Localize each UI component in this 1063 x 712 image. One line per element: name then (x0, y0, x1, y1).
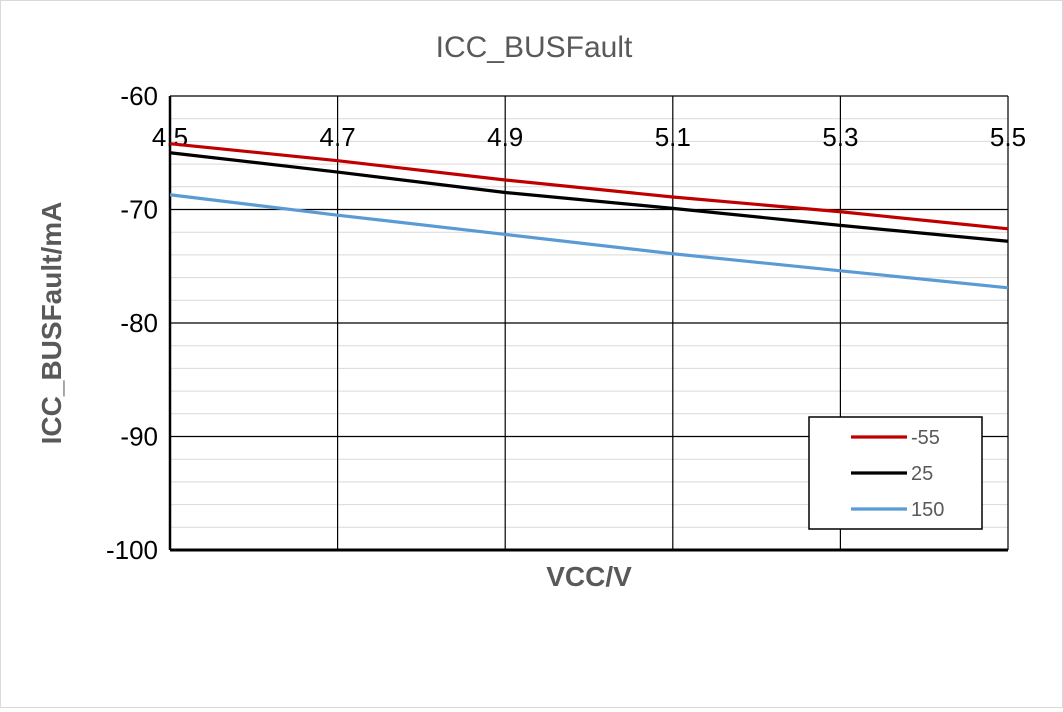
x-tick-label: 4.5 (152, 122, 188, 152)
x-tick-label: 5.5 (990, 122, 1026, 152)
x-tick-label: 4.7 (320, 122, 356, 152)
legend-label: 25 (911, 463, 933, 485)
y-tick-label: -90 (120, 422, 158, 452)
series-line (169, 193, 1009, 290)
y-tick-label: -70 (120, 195, 158, 225)
series-line (169, 151, 1009, 243)
y-tick-label: -100 (106, 535, 158, 565)
x-tick-label: 5.1 (655, 122, 691, 152)
x-tick-label: 5.3 (822, 122, 858, 152)
y-tick-labels: -60 -70 -80 -90 -100 (106, 81, 158, 565)
legend-label: -55 (911, 427, 940, 449)
minor-gridlines (170, 118, 1008, 528)
legend: -55 25 150 (808, 416, 983, 530)
x-tick-label: 4.9 (487, 122, 523, 152)
y-axis-label: ICC_BUSFault/mA (36, 202, 67, 445)
chart-title: ICC_BUSFault (436, 31, 633, 64)
y-tick-label: -60 (120, 81, 158, 111)
series-line (169, 142, 1009, 231)
axes (168, 96, 1008, 552)
x-tick-labels: 4.5 4.7 4.9 5.1 5.3 5.5 (152, 122, 1026, 152)
x-axis-label: VCC/V (546, 561, 632, 592)
legend-label: 150 (911, 499, 944, 521)
series-lines (169, 142, 1009, 290)
y-tick-label: -80 (120, 308, 158, 338)
